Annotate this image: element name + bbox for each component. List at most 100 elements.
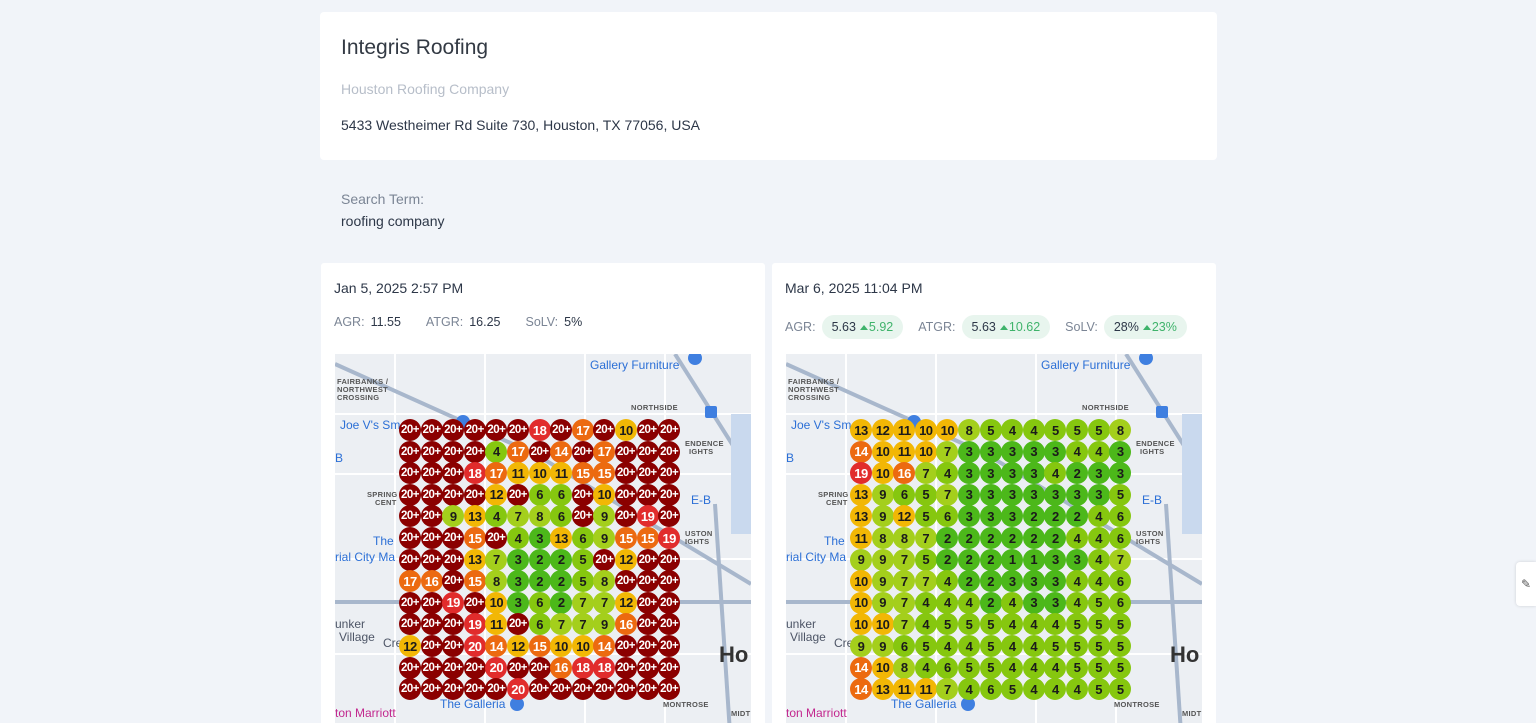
rank-pin[interactable]: 6 [550, 483, 573, 506]
rank-pin[interactable]: 9 [850, 548, 872, 571]
rank-pin[interactable]: 2 [528, 548, 551, 571]
rank-pin[interactable]: 8 [893, 527, 916, 549]
rank-pin[interactable]: 12 [615, 591, 637, 614]
rank-pin[interactable]: 12 [893, 505, 916, 528]
rank-pin[interactable]: 20+ [615, 570, 637, 593]
rank-pin[interactable]: 11 [485, 613, 508, 636]
rank-pin[interactable]: 4 [914, 591, 937, 614]
rank-pin[interactable]: 20+ [636, 635, 659, 657]
rank-pin[interactable]: 10 [485, 591, 508, 614]
rank-pin[interactable]: 4 [1044, 613, 1067, 636]
rank-pin[interactable]: 20+ [399, 527, 421, 549]
rank-pin[interactable]: 4 [1066, 591, 1088, 614]
rank-pin[interactable]: 3 [958, 462, 980, 485]
rank-pin[interactable]: 8 [593, 570, 616, 593]
rank-pin[interactable]: 2 [1001, 527, 1024, 549]
rank-pin[interactable]: 15 [528, 635, 551, 657]
rank-pin[interactable]: 20+ [442, 656, 465, 679]
rank-pin[interactable]: 6 [893, 483, 916, 506]
rank-pin[interactable]: 5 [1066, 419, 1088, 441]
rank-pin[interactable]: 9 [871, 591, 894, 614]
rank-pin[interactable]: 5 [1087, 591, 1110, 614]
rank-pin[interactable]: 5 [914, 483, 937, 506]
rank-pin[interactable]: 4 [1087, 440, 1110, 463]
rank-pin[interactable]: 20+ [399, 613, 421, 636]
rank-pin[interactable]: 10 [871, 656, 894, 679]
rank-pin[interactable]: 9 [850, 635, 872, 657]
rank-pin[interactable]: 3 [1109, 440, 1132, 463]
rank-pin[interactable]: 4 [958, 591, 980, 614]
rank-pin[interactable]: 5 [958, 656, 980, 679]
rank-pin[interactable]: 7 [914, 462, 937, 485]
rank-pin[interactable]: 7 [893, 613, 916, 636]
rank-pin[interactable]: 4 [936, 570, 959, 593]
rank-pin[interactable]: 20+ [636, 548, 659, 571]
rank-pin[interactable]: 9 [871, 483, 894, 506]
rank-pin[interactable]: 20+ [420, 656, 443, 679]
rank-pin[interactable]: 4 [485, 505, 508, 528]
rank-pin[interactable]: 4 [958, 635, 980, 657]
rank-pin[interactable]: 4 [936, 462, 959, 485]
rank-pin[interactable]: 5 [958, 613, 980, 636]
rank-pin[interactable]: 20+ [485, 419, 508, 441]
rank-pin[interactable]: 7 [507, 505, 529, 528]
rank-pin[interactable]: 20+ [658, 548, 681, 571]
rank-pin[interactable]: 16 [550, 656, 573, 679]
rank-pin[interactable]: 3 [1044, 483, 1067, 506]
rank-pin[interactable]: 5 [1109, 613, 1132, 636]
rank-pin[interactable]: 20+ [420, 548, 443, 571]
rank-pin[interactable]: 20+ [615, 505, 637, 528]
rank-pin[interactable]: 6 [528, 613, 551, 636]
rank-pin[interactable]: 11 [893, 440, 916, 463]
rank-pin[interactable]: 3 [1087, 483, 1110, 506]
rank-pin[interactable]: 3 [1022, 591, 1045, 614]
rank-pin[interactable]: 3 [507, 570, 529, 593]
rank-pin[interactable]: 6 [528, 591, 551, 614]
rank-pin[interactable]: 2 [550, 570, 573, 593]
rank-pin[interactable]: 2 [550, 548, 573, 571]
rank-pin[interactable]: 3 [958, 440, 980, 463]
rank-pin[interactable]: 20+ [658, 483, 681, 506]
rank-pin[interactable]: 2 [958, 527, 980, 549]
rank-pin[interactable]: 5 [1066, 613, 1088, 636]
rank-pin[interactable]: 3 [1044, 548, 1067, 571]
rank-pin[interactable]: 8 [871, 527, 894, 549]
rank-pin[interactable]: 20+ [442, 527, 465, 549]
rank-pin[interactable]: 5 [1066, 656, 1088, 679]
rank-pin[interactable]: 2 [979, 570, 1002, 593]
rank-pin[interactable]: 19 [850, 462, 872, 485]
rank-pin[interactable]: 20+ [658, 570, 681, 593]
rank-pin[interactable]: 20+ [399, 419, 421, 441]
rank-pin[interactable]: 13 [463, 548, 486, 571]
rank-pin[interactable]: 19 [636, 505, 659, 528]
rank-pin[interactable]: 10 [871, 462, 894, 485]
rank-pin[interactable]: 7 [936, 440, 959, 463]
rank-pin[interactable]: 3 [1022, 440, 1045, 463]
rank-pin[interactable]: 2 [1022, 527, 1045, 549]
rank-pin[interactable]: 5 [936, 613, 959, 636]
rank-pin[interactable]: 3 [958, 505, 980, 528]
rank-pin[interactable]: 9 [593, 527, 616, 549]
rank-pin[interactable]: 20+ [507, 483, 529, 506]
rank-pin[interactable]: 4 [1022, 419, 1045, 441]
rank-pin[interactable]: 2 [936, 527, 959, 549]
rank-pin[interactable]: 20+ [658, 635, 681, 657]
rank-pin[interactable]: 7 [893, 570, 916, 593]
rank-pin[interactable]: 20+ [399, 656, 421, 679]
rank-pin[interactable]: 18 [463, 462, 486, 485]
rank-pin[interactable]: 10 [936, 419, 959, 441]
rank-pin[interactable]: 15 [593, 462, 616, 485]
rank-pin[interactable]: 13 [850, 505, 872, 528]
rank-pin[interactable]: 6 [528, 483, 551, 506]
rank-pin[interactable]: 5 [571, 548, 594, 571]
rank-pin[interactable]: 11 [550, 462, 573, 485]
rank-pin[interactable]: 20+ [658, 678, 681, 701]
rank-pin[interactable]: 20+ [442, 678, 465, 701]
rank-pin[interactable]: 20+ [658, 440, 681, 463]
rank-pin[interactable]: 20+ [658, 419, 681, 441]
rank-pin[interactable]: 3 [507, 591, 529, 614]
rank-pin[interactable]: 1 [1001, 548, 1024, 571]
rank-pin[interactable]: 8 [485, 570, 508, 593]
rank-pin[interactable]: 4 [1001, 419, 1024, 441]
rank-pin[interactable]: 13 [463, 505, 486, 528]
